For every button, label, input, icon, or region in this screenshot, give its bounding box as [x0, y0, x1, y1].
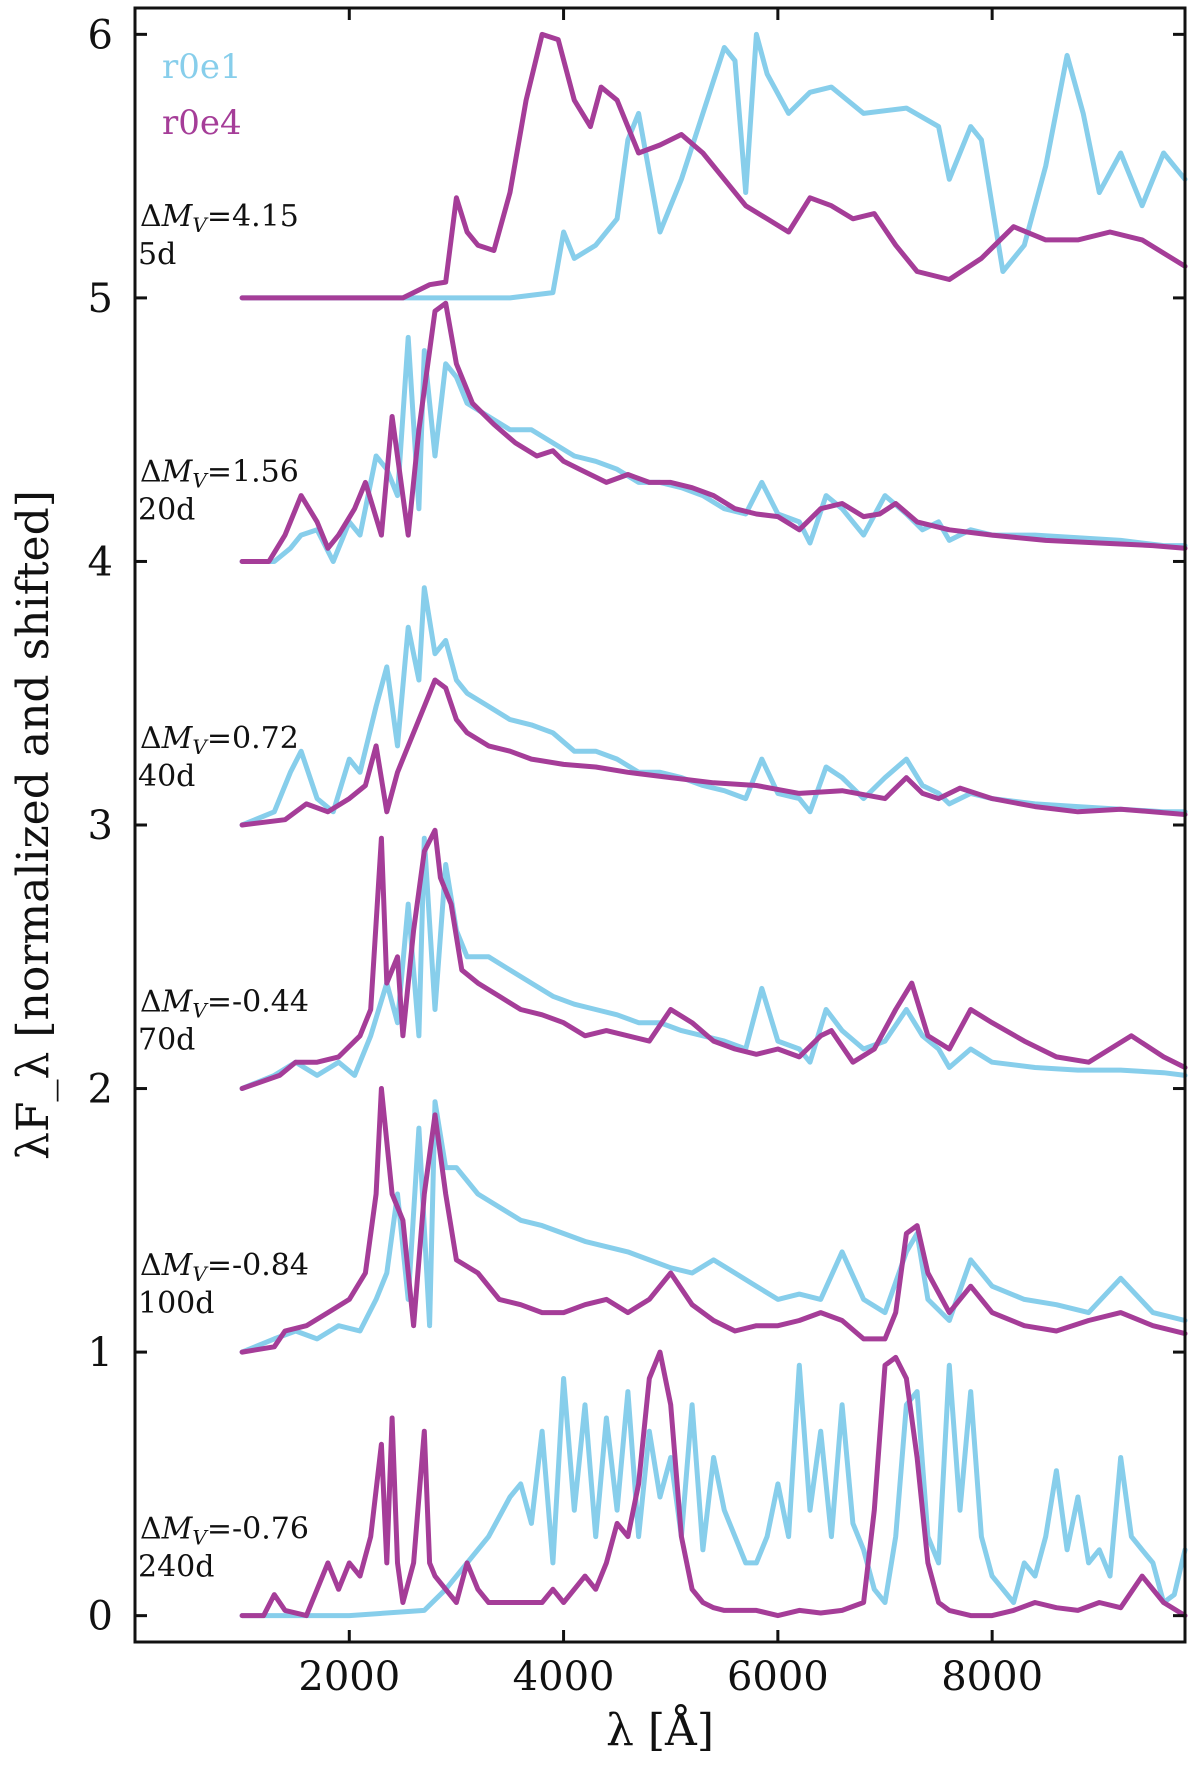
- epoch-label: 5d: [138, 237, 176, 272]
- y-tick-label: 4: [88, 539, 113, 585]
- legend-entry-r0e1: r0e1: [162, 47, 242, 87]
- y-tick-label: 1: [88, 1330, 113, 1376]
- delta-mv-label: ΔMV=-0.84: [140, 1248, 309, 1286]
- y-tick-label: 3: [88, 803, 113, 849]
- ticks-layer: 2000 4000 6000 8000 0 1 2 3 4 5 6: [88, 8, 1185, 1700]
- y-axis-title: λF_λ [normalized and shifted]: [8, 490, 59, 1160]
- legend-entry-r0e4: r0e4: [162, 103, 242, 143]
- series-line-r0e4-100d: [239, 1086, 1188, 1355]
- x-tick-label: 8000: [941, 1654, 1043, 1700]
- delta-mv-label: ΔMV=4.15: [140, 199, 299, 237]
- series-line-r0e4-5d: [239, 31, 1188, 301]
- epoch-label: 20d: [138, 493, 195, 528]
- series-line-r0e1-100d: [239, 1099, 1188, 1355]
- y-tick-label: 0: [88, 1594, 113, 1640]
- delta-mv-label: ΔMV=0.72: [140, 721, 299, 759]
- series-line-r0e1-40d: [239, 585, 1188, 828]
- delta-mv-label: ΔMV=-0.76: [140, 1511, 309, 1549]
- plot-frame: [133, 6, 1187, 1644]
- epoch-label: 100d: [138, 1286, 214, 1321]
- series-line-r0e4-240d: [239, 1349, 1188, 1619]
- epoch-label: 240d: [138, 1549, 214, 1584]
- delta-mv-label: ΔMV=1.56: [140, 455, 299, 493]
- epoch-label: 40d: [138, 759, 195, 794]
- epoch-label: 70d: [138, 1022, 195, 1057]
- series-line-r0e1-5d: [239, 31, 1188, 301]
- x-tick-label: 6000: [727, 1654, 829, 1700]
- series-line-r0e4-70d: [239, 827, 1188, 1091]
- series-line-r0e1-240d: [239, 1362, 1188, 1619]
- legend: r0e1 r0e4: [162, 47, 242, 143]
- y-tick-label: 5: [88, 276, 113, 322]
- series-line-r0e4-20d: [239, 300, 1188, 564]
- y-tick-label: 2: [88, 1067, 113, 1113]
- x-axis-title: λ [Å]: [606, 1703, 714, 1756]
- series-line-r0e1-70d: [239, 835, 1188, 1091]
- delta-mv-label: ΔMV=-0.44: [140, 984, 309, 1022]
- series-line-r0e4-40d: [239, 677, 1188, 828]
- x-tick-label: 4000: [513, 1654, 615, 1700]
- y-tick-label: 6: [88, 12, 113, 58]
- x-tick-label: 2000: [298, 1654, 400, 1700]
- series-layer: [239, 31, 1188, 1619]
